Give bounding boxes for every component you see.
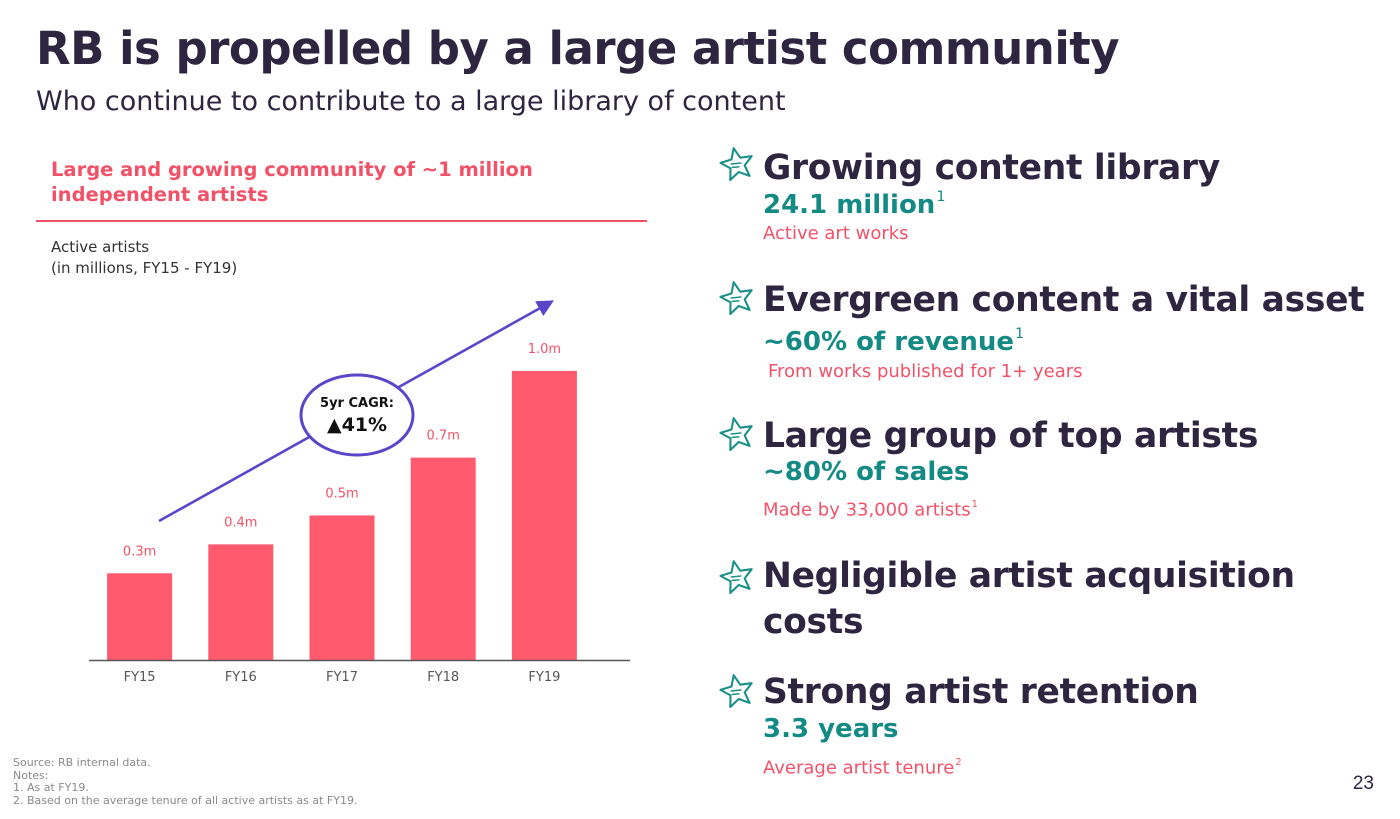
bar-fy19 [511,370,577,660]
x-tick-label: FY18 [427,670,459,685]
bar-fy18 [410,457,476,660]
data-label: 0.5m [325,486,358,501]
highlight-description: Average artist tenure2 [763,757,962,779]
highlight-heading: Negligible artist acquisition costs [763,556,1295,642]
page-title: RB is propelled by a large artist commun… [36,22,1120,75]
star-icon [719,560,753,595]
active-artists-bar-chart: 0.3m FY15 0.4m FY16 0.5m FY17 0.7m FY18 1.0m FY19… [89,300,630,685]
panel-divider [36,220,647,222]
x-tick-label: FY16 [225,670,257,685]
cagr-value: ▲41% [327,414,387,436]
highlight-heading: Growing content library [763,148,1220,188]
bar-fy15 [107,573,173,660]
footnotes: Source: RB internal data. Notes: 1. As a… [13,756,358,807]
footnote-2: 2. Based on the average tenure of all ac… [13,793,358,807]
panel-heading: Large and growing community of ~1 millio… [51,158,533,206]
footnote-1: 1. As at FY19. [13,781,89,794]
data-label: 0.7m [427,429,460,444]
highlight-stat: 3.3 years [763,714,899,744]
highlight-heading: Large group of top artists [763,416,1259,456]
x-tick-label: FY17 [326,670,358,685]
page-number: 23 [1352,773,1374,794]
highlight-description: Active art works [763,223,909,244]
data-label: 0.3m [123,544,156,559]
page-subtitle: Who continue to contribute to a large li… [36,86,786,117]
star-icon [719,281,753,316]
notes-label: Notes: [13,768,49,782]
cagr-callout-ellipse [299,373,415,457]
highlights-list: Growing content library 24.1 million1 Ac… [718,0,1400,819]
star-icon [719,674,753,709]
chart-label-title: Active artists [51,238,150,256]
bar-fy17 [309,515,375,660]
cagr-label: 5yr CAGR: [320,396,394,411]
star-icon [719,417,753,452]
highlight-stat: ~60% of revenue1 [763,326,1025,358]
highlight-heading: Evergreen content a vital asset [763,280,1365,320]
highlight-stat: ~80% of sales [763,457,970,487]
x-tick-label: FY19 [528,670,560,685]
chart-label-units: (in millions, FY15 - FY19) [51,259,238,277]
star-icon [719,147,753,182]
highlight-description: Made by 33,000 artists1 [763,499,978,521]
source-note: Source: RB internal data. [13,756,151,769]
chart-label: Active artists (in millions, FY15 - FY19… [51,237,237,279]
x-tick-label: FY15 [124,670,156,685]
highlight-heading: Strong artist retention [763,672,1199,712]
data-label: 0.4m [224,515,257,530]
data-label: 1.0m [528,342,561,357]
highlight-stat: 24.1 million1 [763,189,946,221]
bar-fy16 [208,544,274,660]
highlight-description: From works published for 1+ years [768,361,1083,382]
